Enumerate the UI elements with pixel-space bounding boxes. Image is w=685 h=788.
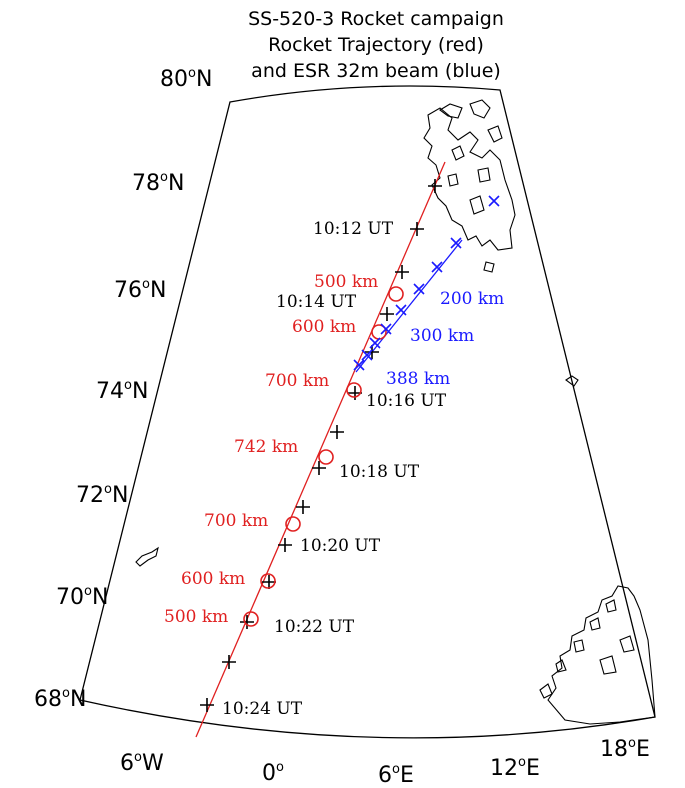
plus-icon (278, 538, 292, 552)
esr-beam-line (355, 239, 463, 373)
x-cross-icon (353, 359, 365, 371)
beam-labels: 200 km 300 km 388 km (386, 289, 504, 389)
x-cross-icon (361, 349, 373, 361)
map-frame (79, 85, 656, 739)
lat-label-80: 80oN (160, 66, 212, 92)
lon-label-6e: 6oE (378, 762, 414, 788)
plus-icon (222, 655, 236, 669)
x-cross-icon (488, 195, 500, 207)
plus-icon (410, 222, 424, 236)
altitude-label: 700 km (265, 371, 329, 391)
plus-icon (380, 307, 394, 321)
plus-icon (262, 575, 276, 589)
plus-icon (365, 345, 379, 359)
x-cross-icon (380, 323, 392, 335)
plus-icon (330, 425, 344, 439)
lon-label-6w: 6oW (120, 750, 164, 776)
time-label: 10:18 UT (339, 462, 420, 482)
x-cross-icon (369, 337, 381, 349)
beam-label: 388 km (386, 369, 450, 389)
plus-icon (200, 698, 214, 712)
rocket-trajectory-line (195, 161, 446, 738)
x-cross-icon (431, 261, 443, 273)
circle-icon (260, 573, 276, 589)
lat-label-74: 74oN (96, 378, 148, 404)
altitude-label: 500 km (314, 272, 378, 292)
lat-label-76: 76oN (114, 277, 166, 303)
bear-island (565, 375, 579, 387)
plus-icon (240, 615, 254, 629)
lat-label-78: 78oN (132, 170, 184, 196)
altitude-markers (243, 286, 404, 627)
time-label: 10:16 UT (366, 391, 447, 411)
title-line-1: SS-520-3 Rocket campaign (248, 8, 504, 30)
altitude-label: 700 km (204, 511, 268, 531)
beam-markers (353, 195, 500, 371)
longitude-labels: 6oW 0o 6oE 12oE 18oE (120, 736, 650, 788)
lat-label-68: 68oN (34, 686, 86, 712)
circle-icon (346, 382, 362, 398)
trajectory-time-markers (200, 179, 442, 712)
plus-icon (428, 179, 442, 193)
time-label: 10:24 UT (222, 699, 303, 719)
circle-icon (388, 286, 404, 302)
time-label: 10:14 UT (276, 292, 357, 312)
beam-label: 300 km (410, 326, 474, 346)
title-line-3: and ESR 32m beam (blue) (251, 60, 501, 82)
x-cross-icon (413, 283, 425, 295)
plus-icon (296, 500, 310, 514)
norway-coastline (539, 585, 656, 725)
beam-label: 200 km (440, 289, 504, 309)
lon-label-0: 0o (262, 760, 284, 786)
altitude-labels: 500 km 600 km 700 km 742 km 700 km 600 k… (164, 272, 378, 627)
plus-icon (395, 265, 409, 279)
altitude-label: 600 km (292, 317, 356, 337)
title-line-2: Rocket Trajectory (red) (268, 34, 484, 56)
jan-mayen-island (135, 546, 159, 567)
time-label: 10:20 UT (300, 536, 381, 556)
lat-label-72: 72oN (76, 482, 128, 508)
x-cross-icon (450, 237, 462, 249)
time-labels: 10:12 UT 10:14 UT 10:16 UT 10:18 UT 10:2… (222, 219, 447, 719)
circle-icon (243, 611, 259, 627)
lon-label-18e: 18oE (600, 736, 650, 762)
circle-icon (318, 449, 334, 465)
plus-icon (312, 461, 326, 475)
time-label: 10:22 UT (274, 617, 355, 637)
time-label: 10:12 UT (313, 219, 394, 239)
lon-label-12e: 12oE (490, 755, 540, 781)
svalbard-coastline (423, 99, 516, 273)
altitude-label: 600 km (181, 569, 245, 589)
latitude-labels: 80oN 78oN 76oN 74oN 72oN 70oN 68oN (34, 66, 212, 712)
circle-icon (285, 516, 301, 532)
altitude-label: 500 km (164, 607, 228, 627)
lat-label-70: 70oN (56, 584, 108, 610)
x-cross-icon (395, 304, 407, 316)
altitude-label: 742 km (234, 437, 298, 457)
